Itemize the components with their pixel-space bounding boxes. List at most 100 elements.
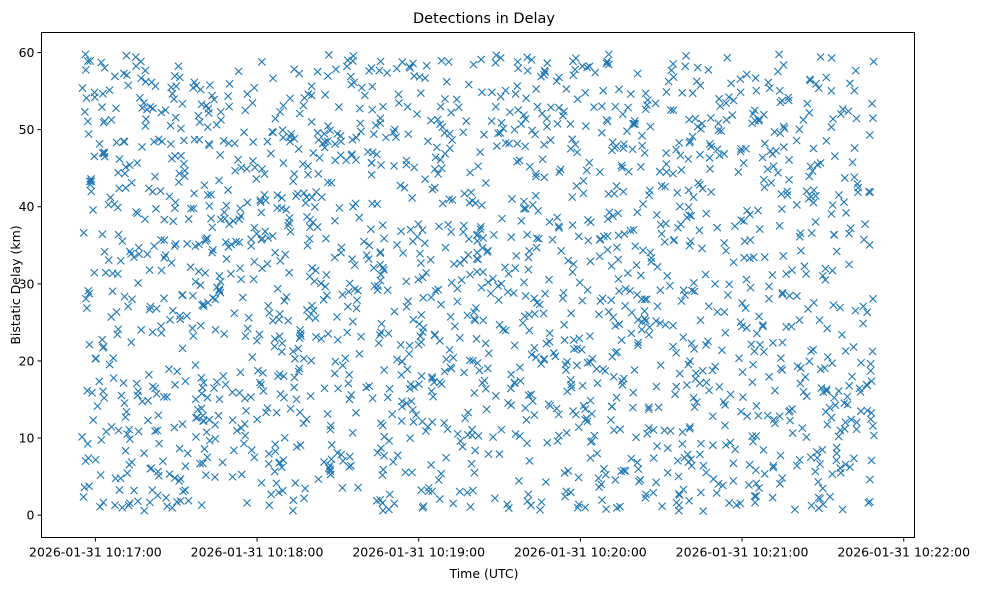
detection-point xyxy=(265,309,274,317)
detection-point xyxy=(95,139,104,148)
detection-point xyxy=(421,74,430,83)
detection-point xyxy=(343,328,352,337)
detection-point xyxy=(181,166,189,175)
detection-point xyxy=(672,382,681,391)
y-tick-label: 10 xyxy=(19,431,35,446)
detection-point xyxy=(568,135,577,144)
detection-point xyxy=(289,177,298,186)
detection-point xyxy=(377,161,386,170)
detection-point xyxy=(234,155,243,164)
detection-point xyxy=(117,391,126,400)
detection-point xyxy=(495,320,504,329)
detection-point xyxy=(389,128,398,137)
detection-point xyxy=(629,225,638,234)
detection-point xyxy=(408,237,417,246)
detection-point xyxy=(348,317,357,326)
detection-point xyxy=(726,390,735,399)
detection-point xyxy=(652,478,661,487)
detection-point xyxy=(821,275,830,284)
detection-point xyxy=(242,164,251,173)
detection-point xyxy=(122,407,131,416)
detection-point xyxy=(241,332,250,341)
detection-point xyxy=(367,170,376,179)
detection-point xyxy=(128,295,136,304)
detection-point xyxy=(376,57,385,66)
detection-point xyxy=(561,492,570,501)
detection-point xyxy=(235,238,244,247)
detection-point xyxy=(670,235,679,244)
detection-point xyxy=(494,295,503,304)
detection-point xyxy=(98,89,107,98)
detection-point xyxy=(736,147,745,156)
detection-point xyxy=(205,415,214,424)
detection-point xyxy=(296,441,305,450)
detection-point xyxy=(413,110,422,119)
detection-point xyxy=(299,354,308,363)
detection-point xyxy=(805,108,814,117)
detection-point xyxy=(823,420,832,429)
detection-point xyxy=(525,456,534,465)
detection-point xyxy=(157,266,166,275)
detection-point xyxy=(194,240,203,249)
detection-point xyxy=(189,331,198,340)
detection-point xyxy=(391,133,400,142)
detection-point xyxy=(626,90,635,99)
detection-point xyxy=(507,233,516,242)
detection-point xyxy=(626,286,635,295)
detection-point xyxy=(609,313,618,322)
detection-point xyxy=(175,73,184,82)
detection-point xyxy=(296,332,305,341)
detection-point xyxy=(237,470,246,479)
detection-point xyxy=(829,301,838,310)
detection-point xyxy=(216,277,225,286)
detection-point xyxy=(333,129,342,138)
detection-point xyxy=(416,332,425,341)
detection-point xyxy=(836,110,845,119)
detection-point xyxy=(832,456,841,465)
detection-point xyxy=(675,491,684,500)
detection-point xyxy=(730,222,739,231)
detection-point xyxy=(203,393,212,402)
detection-point xyxy=(378,221,387,230)
detection-point xyxy=(546,136,555,145)
detection-point xyxy=(275,370,284,379)
detection-point xyxy=(216,215,225,224)
detection-point xyxy=(671,390,680,399)
detection-point xyxy=(857,358,866,367)
detection-point xyxy=(430,183,439,192)
detection-point xyxy=(792,200,801,209)
detection-point xyxy=(471,316,480,325)
detection-point xyxy=(88,388,97,397)
detection-point xyxy=(541,478,550,487)
detection-point xyxy=(721,328,730,337)
detection-point xyxy=(99,498,108,507)
detection-point xyxy=(437,56,446,65)
detection-point xyxy=(737,144,746,153)
detection-point xyxy=(152,389,161,398)
detection-point xyxy=(418,226,427,235)
detection-point xyxy=(416,89,425,98)
detection-point xyxy=(701,270,710,279)
detection-point xyxy=(634,465,643,473)
detection-point xyxy=(686,137,695,146)
detection-point xyxy=(445,345,454,354)
detection-point xyxy=(778,338,787,347)
detection-point xyxy=(690,403,699,412)
detection-point xyxy=(393,240,401,249)
detection-point xyxy=(240,128,249,137)
detection-point xyxy=(112,308,121,317)
detection-point xyxy=(419,502,428,511)
detection-point xyxy=(483,246,492,255)
detection-point xyxy=(568,193,577,202)
detection-point xyxy=(191,277,200,286)
detection-point xyxy=(419,293,428,302)
detection-point xyxy=(218,458,227,467)
detection-point xyxy=(463,311,472,320)
detection-point xyxy=(583,358,592,367)
detection-point xyxy=(100,152,109,161)
detection-point xyxy=(345,370,354,379)
detection-point xyxy=(701,341,710,350)
detection-point xyxy=(357,83,366,92)
detection-point xyxy=(542,122,551,131)
